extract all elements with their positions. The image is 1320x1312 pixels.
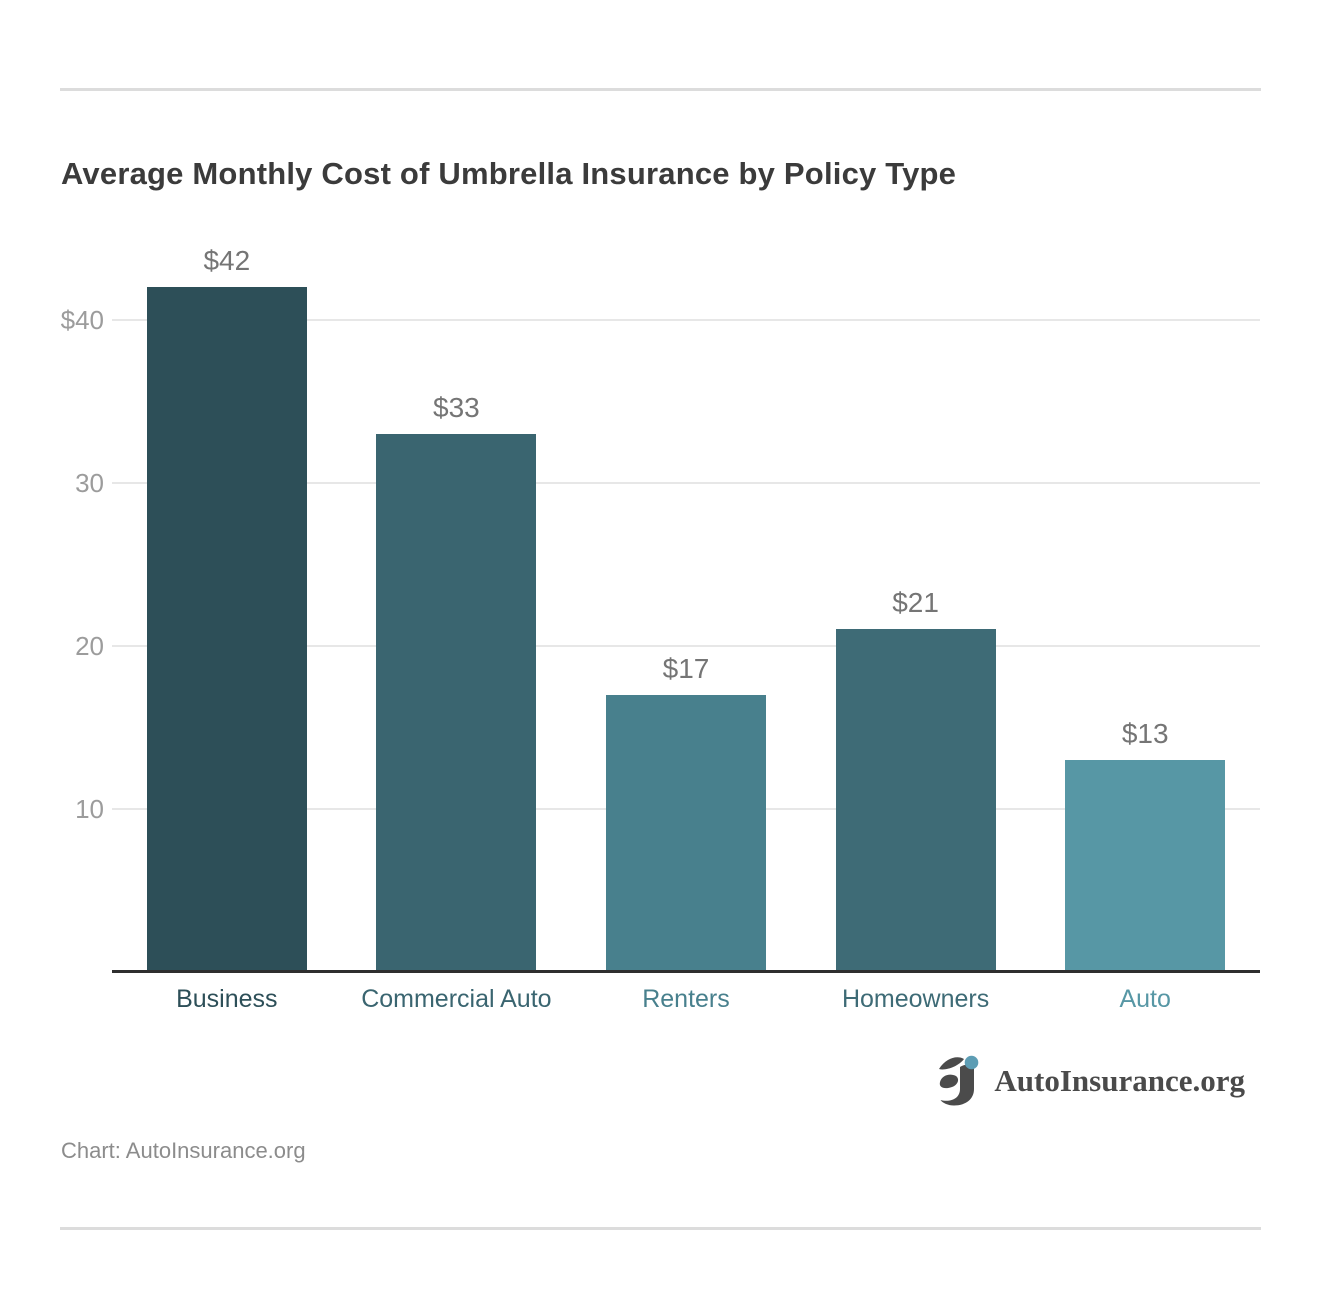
bar-homeowners xyxy=(835,629,996,972)
top-divider xyxy=(60,88,1261,91)
x-label-business: Business xyxy=(176,985,278,1013)
chart-credit: Chart: AutoInsurance.org xyxy=(61,1138,306,1163)
bar-renters xyxy=(606,695,766,972)
y-tick-label-10: 10 xyxy=(75,793,104,824)
value-label-commercial-auto: $33 xyxy=(433,392,480,423)
gridline-20 xyxy=(112,644,1260,647)
x-label-commercial-auto: Commercial Auto xyxy=(361,985,552,1013)
logo-dot xyxy=(965,1055,979,1070)
value-label-homeowners: $21 xyxy=(892,587,939,618)
logo-text: AutoInsurance.org xyxy=(994,1063,1245,1098)
gridline-30 xyxy=(112,481,1260,484)
value-label-business: $42 xyxy=(203,245,251,276)
logo: AutoInsurance.org xyxy=(937,1054,1245,1108)
chart-title: Average Monthly Cost of Umbrella Insuran… xyxy=(61,156,957,191)
autoinsurance-logo-icon xyxy=(939,1055,979,1106)
value-label-auto: $13 xyxy=(1121,718,1169,749)
y-tick-label-20: 20 xyxy=(75,630,104,661)
x-label-auto: Auto xyxy=(1119,985,1171,1013)
x-axis-line xyxy=(112,970,1260,973)
value-label-renters: $17 xyxy=(662,653,710,684)
bar-commercial-auto xyxy=(376,434,537,972)
bar-auto xyxy=(1065,760,1226,972)
bar-business xyxy=(146,287,307,972)
x-label-homeowners: Homeowners xyxy=(841,985,990,1013)
y-tick-label-40: $40 xyxy=(60,304,104,335)
y-tick-label-30: 30 xyxy=(75,467,104,498)
gridline-40 xyxy=(112,318,1260,321)
bottom-divider xyxy=(60,1227,1261,1230)
x-label-renters: Renters xyxy=(642,985,730,1013)
